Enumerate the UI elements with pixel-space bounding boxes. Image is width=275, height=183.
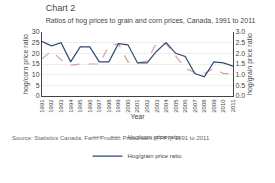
svg-text:hog/grain price ratio: hog/grain price ratio (246, 33, 254, 95)
svg-text:Year: Year (130, 113, 145, 120)
svg-text:1999: 1999 (115, 99, 121, 113)
svg-text:2003: 2003 (154, 99, 160, 113)
svg-text:1998: 1998 (106, 99, 112, 113)
svg-text:Chart 2Ratios of hog prices to: Chart 2Ratios of hog prices to grain and… (46, 3, 256, 25)
svg-text:0.5: 0.5 (235, 82, 245, 89)
svg-text:1994: 1994 (68, 99, 74, 113)
svg-text:1.0: 1.0 (235, 71, 245, 78)
svg-text:2004: 2004 (163, 99, 169, 113)
svg-text:1995: 1995 (77, 99, 83, 113)
svg-text:15: 15 (32, 60, 40, 67)
svg-text:5: 5 (36, 82, 40, 89)
svg-text:1997: 1997 (96, 99, 102, 113)
svg-text:2008: 2008 (201, 99, 207, 113)
svg-text:20: 20 (32, 50, 40, 57)
svg-text:hog/corn price ratio: hog/corn price ratio (22, 34, 30, 94)
svg-text:2.5: 2.5 (235, 39, 245, 46)
svg-text:25: 25 (32, 39, 40, 46)
svg-text:2010: 2010 (220, 99, 226, 113)
svg-text:1991: 1991 (39, 99, 45, 113)
svg-text:30: 30 (32, 28, 40, 35)
svg-text:2007: 2007 (192, 99, 198, 113)
svg-text:1996: 1996 (87, 99, 93, 113)
svg-text:3.0: 3.0 (235, 28, 245, 35)
svg-text:2009: 2009 (211, 99, 217, 113)
svg-text:1992: 1992 (49, 99, 55, 113)
svg-text:Source: Statistics Canada, Far: Source: Statistics Canada, Farm Product … (12, 135, 210, 141)
svg-text:1993: 1993 (58, 99, 64, 113)
svg-text:2011: 2011 (230, 99, 236, 113)
svg-text:2002: 2002 (144, 99, 150, 113)
svg-text:0: 0 (36, 92, 40, 99)
svg-text:2001: 2001 (134, 99, 140, 113)
svg-text:2006: 2006 (182, 99, 188, 113)
svg-text:2.0: 2.0 (235, 50, 245, 57)
svg-text:0.0: 0.0 (235, 92, 245, 99)
svg-text:Hog/grain price ratio: Hog/grain price ratio (128, 153, 183, 159)
svg-text:2005: 2005 (173, 99, 179, 113)
svg-text:10: 10 (32, 71, 40, 78)
svg-text:1.5: 1.5 (235, 60, 245, 67)
svg-text:Hog/corn price ratio: Hog/corn price ratio (128, 134, 181, 140)
svg-text:2000: 2000 (125, 99, 131, 113)
